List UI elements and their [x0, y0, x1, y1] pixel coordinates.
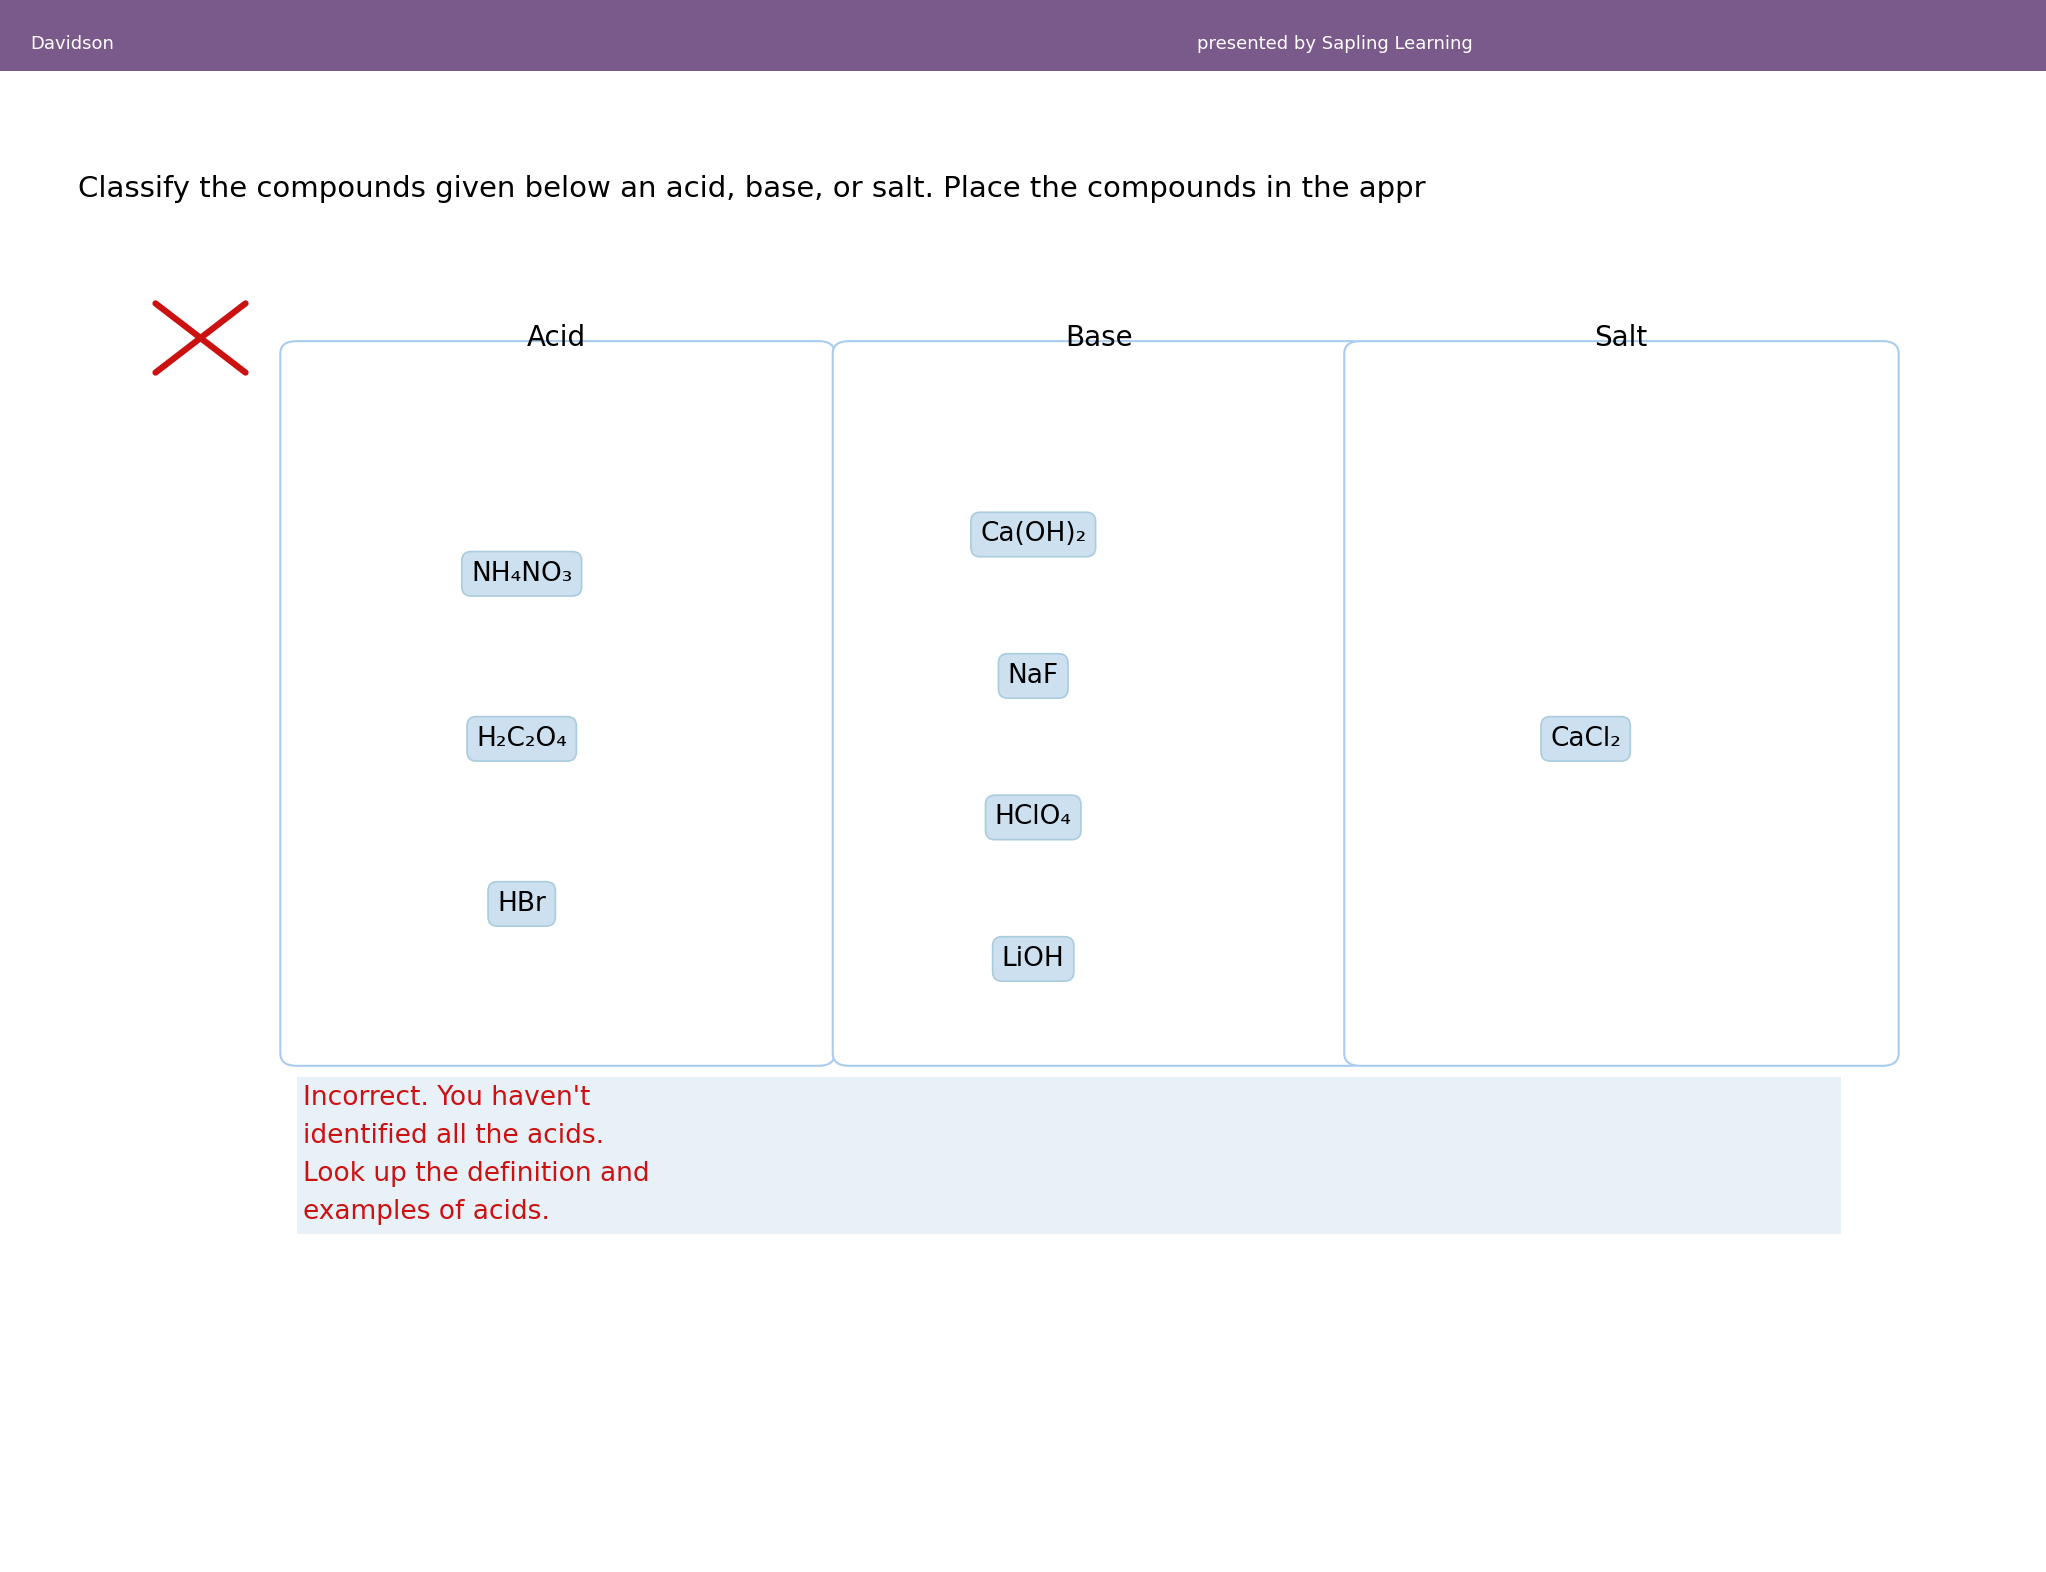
Text: Acid: Acid	[528, 324, 585, 352]
Text: HClO₄: HClO₄	[994, 805, 1072, 830]
FancyBboxPatch shape	[1344, 341, 1899, 1066]
Text: Incorrect. You haven't
identified all the acids.
Look up the definition and
exam: Incorrect. You haven't identified all th…	[303, 1085, 649, 1225]
Text: Classify the compounds given below an acid, base, or salt. Place the compounds i: Classify the compounds given below an ac…	[78, 174, 1426, 203]
Text: NaF: NaF	[1009, 663, 1058, 689]
Text: NH₄NO₃: NH₄NO₃	[471, 561, 573, 586]
Text: Ca(OH)₂: Ca(OH)₂	[980, 522, 1086, 547]
FancyBboxPatch shape	[833, 341, 1367, 1066]
Text: H₂C₂O₄: H₂C₂O₄	[477, 726, 567, 751]
Text: Davidson: Davidson	[31, 35, 115, 53]
FancyBboxPatch shape	[297, 1077, 1841, 1234]
Text: Base: Base	[1064, 324, 1133, 352]
Text: HBr: HBr	[497, 891, 546, 916]
Text: presented by Sapling Learning: presented by Sapling Learning	[1197, 35, 1473, 53]
Text: CaCl₂: CaCl₂	[1551, 726, 1620, 751]
Text: Salt: Salt	[1594, 324, 1647, 352]
FancyBboxPatch shape	[0, 0, 2046, 71]
FancyBboxPatch shape	[280, 341, 835, 1066]
Text: LiOH: LiOH	[1003, 946, 1064, 971]
